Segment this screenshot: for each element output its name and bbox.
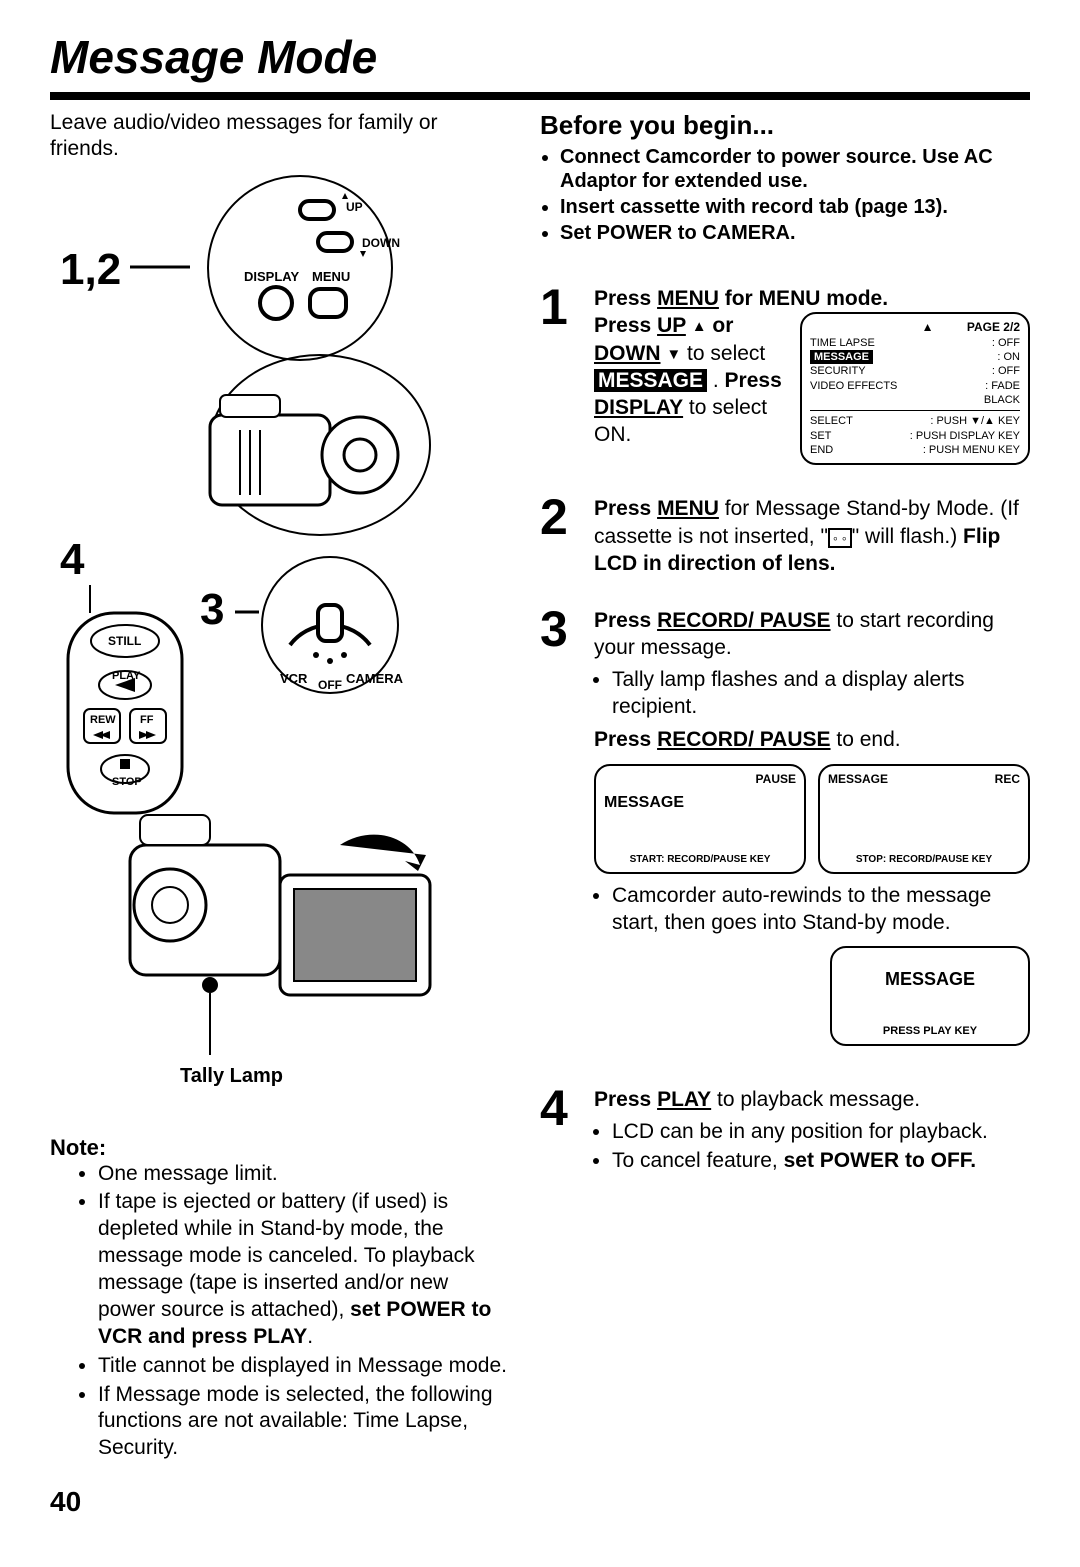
step-bullet: Tally lamp flashes and a display alerts … (612, 666, 1030, 721)
step-number: 2 (540, 495, 580, 577)
step-bullet: LCD can be in any position for playback. (612, 1118, 1030, 1145)
page-title: Message Mode (50, 30, 1030, 84)
switch-circle-icon: VCR OFF CAMERA (240, 555, 430, 715)
menu-label: MENU (312, 269, 350, 284)
step-number: 1 (540, 285, 580, 465)
camcorder-upper-icon (150, 335, 450, 555)
vcr-label: VCR (280, 671, 308, 686)
step-body: Press RECORD/ PAUSE to start recording y… (594, 607, 1030, 1056)
cassette-icon: ◦ ◦ (828, 528, 852, 548)
callout-4: 4 (60, 535, 84, 585)
diagram: 1,2 4 3 UP DOWN DISPLAY MENU (50, 165, 490, 1125)
lcd-standby: MESSAGE PRESS PLAY KEY (830, 946, 1030, 1046)
step-bullet: Camcorder auto-rewinds to the message st… (612, 882, 1030, 937)
columns: Leave audio/video messages for family or… (50, 110, 1030, 1518)
play-label: PLAY (112, 670, 141, 682)
note-heading: Note: (50, 1135, 510, 1161)
note-list: One message limit. If tape is ejected or… (98, 1161, 510, 1463)
step-body: Press MENU for Message Stand-by Mode. (I… (594, 495, 1030, 577)
step-1: 1 Press MENU for MENU mode. Press UP ▲ o… (540, 285, 1030, 465)
camera-label: CAMERA (346, 671, 404, 686)
note-item: One message limit. (98, 1161, 510, 1188)
step-body: Press PLAY to playback message. LCD can … (594, 1086, 1030, 1176)
step-number: 4 (540, 1086, 580, 1176)
note-item: If Message mode is selected, the followi… (98, 1382, 510, 1463)
step-body: Press MENU for MENU mode. Press UP ▲ or … (594, 285, 1030, 465)
before-heading: Before you begin... (540, 110, 1030, 141)
rew-label: REW (90, 714, 116, 726)
leader-12 (130, 265, 220, 269)
leader-3 (235, 610, 275, 614)
note-item: Title cannot be displayed in Message mod… (98, 1353, 510, 1380)
page-number: 40 (50, 1486, 510, 1518)
left-column: Leave audio/video messages for family or… (50, 110, 510, 1518)
up-label: UP (346, 200, 363, 214)
before-item: Insert cassette with record tab (page 13… (560, 195, 1030, 219)
camcorder-lower-icon (110, 785, 450, 1065)
callout-12: 1,2 (60, 245, 121, 295)
step-4: 4 Press PLAY to playback message. LCD ca… (540, 1086, 1030, 1176)
off-label: OFF (318, 678, 342, 692)
menu-lcd: ▲ PAGE 2/2 TIME LAPSE: OFF MESSAGE: ON S… (800, 312, 1030, 465)
display-label: DISPLAY (244, 269, 299, 284)
ff-label: FF (140, 714, 154, 726)
step-bullet: To cancel feature, set POWER to OFF. (612, 1147, 1030, 1174)
step-2: 2 Press MENU for Message Stand-by Mode. … (540, 495, 1030, 577)
lcd-rec: MESSAGEREC STOP: RECORD/PAUSE KEY (818, 764, 1030, 874)
down-arrow-icon: ▼ (666, 345, 681, 365)
down-label: DOWN (362, 236, 400, 250)
step-number: 3 (540, 607, 580, 1056)
still-label: STILL (108, 634, 141, 648)
before-item: Set POWER to CAMERA. (560, 221, 1030, 245)
lcd-pause: PAUSE MESSAGE START: RECORD/PAUSE KEY (594, 764, 806, 874)
before-list: Connect Camcorder to power source. Use A… (560, 145, 1030, 245)
note-item: If tape is ejected or battery (if used) … (98, 1189, 510, 1350)
intro-text: Leave audio/video messages for family or… (50, 110, 510, 163)
tally-lamp-label: Tally Lamp (180, 1065, 283, 1088)
right-column: Before you begin... Connect Camcorder to… (540, 110, 1030, 1518)
before-item: Connect Camcorder to power source. Use A… (560, 145, 1030, 193)
title-rule (50, 92, 1030, 100)
step-3: 3 Press RECORD/ PAUSE to start recording… (540, 607, 1030, 1056)
up-arrow-icon: ▲ (692, 317, 707, 337)
callout-3: 3 (200, 585, 224, 635)
